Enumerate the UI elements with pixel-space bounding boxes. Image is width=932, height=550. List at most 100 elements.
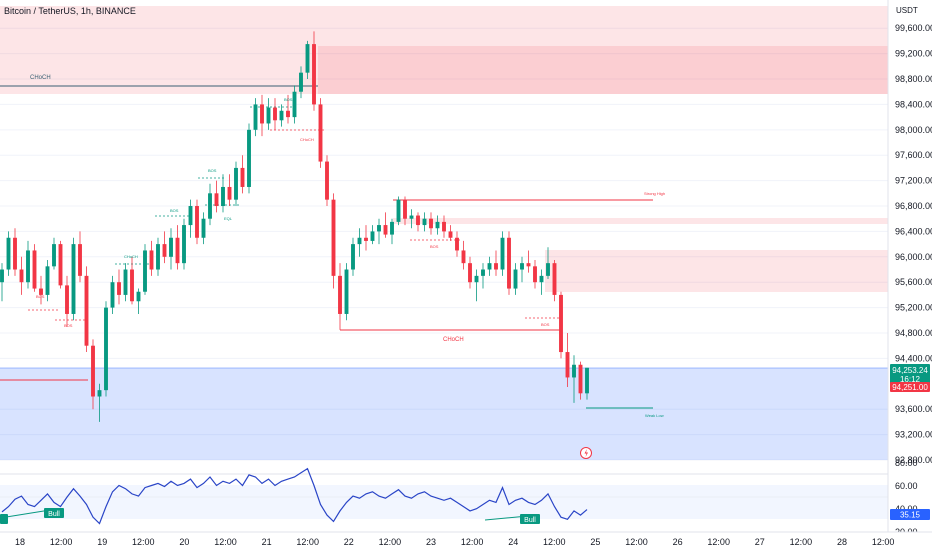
candle bbox=[513, 263, 518, 295]
candle bbox=[26, 240, 30, 289]
candle bbox=[539, 269, 544, 295]
candle bbox=[299, 66, 303, 99]
candle bbox=[143, 244, 147, 295]
candle bbox=[409, 209, 414, 229]
candle bbox=[377, 218, 381, 245]
svg-text:35.15: 35.15 bbox=[900, 511, 921, 520]
price-axis-label: 96,000.00 bbox=[895, 252, 932, 262]
candle bbox=[58, 240, 63, 289]
candles-layer bbox=[0, 31, 589, 422]
candle bbox=[247, 123, 251, 194]
candle bbox=[364, 225, 368, 251]
price-axis-label: 97,600.00 bbox=[895, 150, 932, 160]
countdown-text: 16:12 bbox=[900, 375, 921, 384]
candle bbox=[234, 161, 238, 207]
demand-zone bbox=[0, 368, 888, 460]
bull-badge-edge bbox=[0, 514, 8, 524]
candle bbox=[442, 215, 446, 238]
candle bbox=[461, 240, 466, 270]
candle bbox=[253, 98, 258, 137]
bos-label-3: BOS bbox=[170, 208, 179, 213]
candle bbox=[136, 288, 141, 314]
candle bbox=[520, 256, 524, 283]
alert-icon[interactable] bbox=[580, 447, 592, 459]
choch-small-label: CHoCH bbox=[124, 254, 138, 259]
rsi-axis-60: 60.00 bbox=[895, 481, 918, 491]
time-axis-label: 12:00 bbox=[214, 537, 237, 547]
candle bbox=[240, 155, 245, 194]
candle bbox=[19, 256, 24, 295]
price-axis-label: 93,600.00 bbox=[895, 404, 932, 414]
candle bbox=[227, 174, 232, 207]
supply-zone-top bbox=[0, 6, 888, 94]
bid-price-badge: 94,251.00 bbox=[890, 382, 930, 392]
bull-badge-1: Bull bbox=[44, 508, 64, 518]
candle bbox=[533, 259, 537, 289]
time-axis-label: 12:00 bbox=[379, 537, 402, 547]
candle bbox=[84, 266, 89, 353]
candle bbox=[383, 212, 388, 238]
currency-unit: USDT bbox=[896, 6, 918, 15]
supply-zone-right bbox=[545, 250, 888, 292]
candle bbox=[390, 218, 394, 245]
time-axis-label: 12:00 bbox=[625, 537, 648, 547]
time-axis-label: 12:00 bbox=[132, 537, 155, 547]
candle bbox=[468, 256, 472, 289]
candle bbox=[565, 333, 570, 387]
candle bbox=[0, 263, 4, 302]
svg-text:Bull: Bull bbox=[524, 517, 536, 524]
candle bbox=[65, 275, 69, 327]
candle bbox=[188, 199, 193, 238]
candle bbox=[260, 94, 264, 137]
time-axis-label: 28 bbox=[837, 537, 847, 547]
price-axis-label: 99,600.00 bbox=[895, 23, 932, 33]
bos-label-5: BOS bbox=[284, 97, 293, 102]
supply-zone-thin bbox=[393, 218, 888, 224]
annotation-labels-layer: CHoCH CHoCH CHoCH CHoCH Strong High Weak… bbox=[30, 75, 665, 418]
candle bbox=[91, 339, 95, 410]
candle bbox=[156, 237, 160, 276]
zones-layer bbox=[0, 6, 888, 460]
bos-label-1: BOS bbox=[36, 294, 45, 299]
time-axis-labels: 18 12:00 19 12:00 20 12:00 21 12:00 22 12:00 23 12:… bbox=[15, 537, 894, 547]
time-axis-label: 12:00 bbox=[543, 537, 566, 547]
candle bbox=[370, 225, 375, 245]
choch-top-label: CHoCH bbox=[300, 137, 314, 142]
price-axis-label: 94,800.00 bbox=[895, 328, 932, 338]
candle bbox=[396, 196, 401, 226]
svg-text:94,251.00: 94,251.00 bbox=[892, 383, 928, 392]
candle bbox=[71, 237, 76, 321]
candle bbox=[578, 361, 583, 400]
candle bbox=[572, 355, 576, 403]
candle bbox=[357, 228, 362, 257]
price-axis-label: 98,400.00 bbox=[895, 99, 932, 109]
candle bbox=[110, 275, 115, 314]
price-axis[interactable] bbox=[887, 0, 932, 550]
candle bbox=[422, 212, 427, 232]
time-axis-label: 25 bbox=[590, 537, 600, 547]
choch-left-label: CHoCH bbox=[30, 75, 51, 81]
candle bbox=[318, 98, 323, 168]
time-axis-label: 19 bbox=[97, 537, 107, 547]
candle bbox=[559, 291, 563, 359]
candle bbox=[175, 225, 180, 270]
rsi-axis-80: 80.00 bbox=[895, 458, 918, 468]
candle bbox=[130, 256, 134, 305]
bos-label-6: BOS bbox=[430, 244, 439, 249]
price-axis-label: 96,800.00 bbox=[895, 201, 932, 211]
candle bbox=[448, 225, 453, 241]
candle bbox=[221, 174, 225, 213]
candle bbox=[169, 228, 173, 270]
bull-badge-2: Bull bbox=[520, 514, 540, 524]
time-axis-label: 12:00 bbox=[296, 537, 319, 547]
time-axis-label: 12:00 bbox=[50, 537, 73, 547]
rsi-pane: Bull Bull bbox=[0, 467, 932, 532]
candle bbox=[45, 259, 50, 302]
price-axis-label: 94,400.00 bbox=[895, 353, 932, 363]
time-axis[interactable] bbox=[0, 531, 932, 550]
bos-label-2: BOS bbox=[64, 323, 73, 328]
candle bbox=[487, 256, 492, 276]
candle bbox=[32, 244, 37, 292]
time-axis-label: 26 bbox=[673, 537, 683, 547]
